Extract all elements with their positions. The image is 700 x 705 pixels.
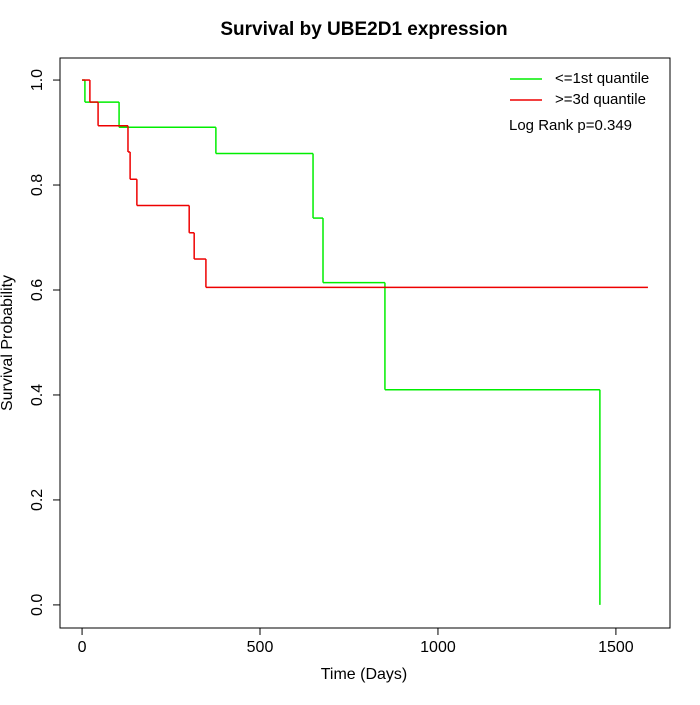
y-tick-label: 0.8	[29, 174, 46, 196]
legend-label: <=1st quantile	[555, 70, 649, 87]
y-axis-label: Survival Probability	[0, 275, 16, 411]
x-tick-label: 0	[78, 639, 87, 656]
x-tick-label: 1500	[598, 639, 634, 656]
legend-label: >=3d quantile	[555, 91, 646, 108]
plot-frame	[59, 57, 671, 629]
y-tick-label: 0.2	[29, 489, 46, 511]
chart-title: Survival by UBE2D1 expression	[220, 19, 507, 40]
x-tick-label: 500	[247, 639, 274, 656]
x-axis-label: Time (Days)	[321, 666, 408, 683]
annotation: Log Rank p=0.349	[509, 117, 632, 134]
x-tick-label: 1000	[420, 639, 456, 656]
y-tick-label: 0.6	[29, 279, 46, 301]
y-tick-label: 1.0	[29, 69, 46, 91]
y-tick-label: 0.4	[29, 384, 46, 406]
y-tick-label: 0.0	[29, 594, 46, 616]
